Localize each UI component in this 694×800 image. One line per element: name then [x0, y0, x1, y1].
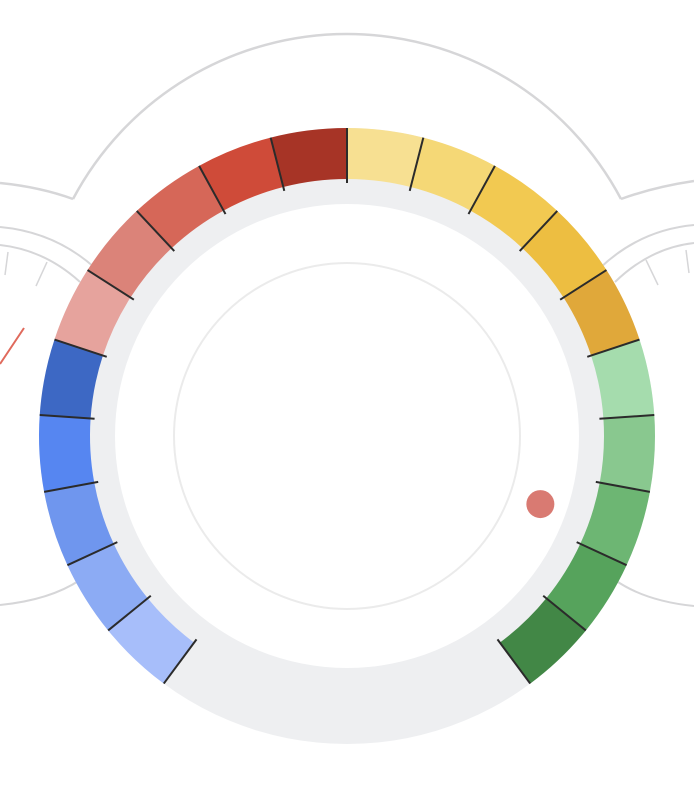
left-gauge-outer-arc [0, 226, 96, 269]
color-scale-segments [38, 128, 655, 684]
right-gauge-tick [685, 249, 690, 274]
scale-segment-yellow[interactable] [410, 137, 495, 211]
segment-divider [576, 541, 628, 567]
segment-divider [599, 414, 655, 420]
housing-left-shoulder [0, 181, 74, 201]
segment-divider [595, 480, 651, 493]
dial-indicator-dot[interactable] [526, 490, 555, 519]
scale-segment-yellow[interactable] [522, 210, 607, 298]
scale-segment-yellow[interactable] [563, 270, 640, 356]
segment-divider [198, 165, 227, 215]
segment-divider [86, 269, 135, 301]
dial-housing-outline [0, 32, 694, 201]
left-gauge-bottom-arc [0, 579, 81, 606]
right-gauge-outer-arc [599, 224, 694, 269]
segment-divider [586, 338, 640, 358]
segment-divider [496, 638, 532, 685]
right-side-gauge [599, 224, 694, 607]
dial-inner-ring [173, 262, 521, 610]
right-gauge-bottom-arc [614, 579, 694, 607]
scale-segment-red[interactable] [270, 128, 347, 188]
scale-segment-green[interactable] [591, 339, 655, 419]
segment-divider [107, 594, 152, 632]
segment-divider [269, 137, 286, 192]
segment-divider [66, 541, 118, 567]
left-side-gauge [0, 226, 96, 606]
segment-divider [43, 480, 99, 493]
housing-arc [71, 32, 623, 200]
scale-segment-blue[interactable] [108, 598, 195, 684]
dial-face [115, 204, 579, 668]
right-gauge-inner-arc [614, 242, 694, 283]
scale-segment-red[interactable] [199, 137, 284, 211]
right-gauge-tick [645, 259, 659, 286]
scale-segment-green[interactable] [499, 598, 586, 684]
segment-divider [518, 210, 558, 252]
scale-segment-blue[interactable] [39, 339, 103, 419]
scale-segment-green[interactable] [599, 415, 655, 492]
left-gauge-needle [0, 327, 25, 365]
scale-segment-green[interactable] [546, 543, 627, 631]
left-gauge-inner-arc [0, 244, 81, 283]
segment-divider [54, 338, 108, 358]
segment-divider [559, 269, 608, 301]
scale-segment-red[interactable] [136, 165, 224, 249]
left-gauge-tick [4, 251, 9, 276]
segment-divider [136, 210, 176, 252]
scale-segment-yellow[interactable] [347, 128, 424, 188]
scale-segment-red[interactable] [54, 270, 131, 356]
segment-divider [467, 165, 496, 215]
housing-right-shoulder [620, 179, 694, 201]
segment-dividers [39, 128, 655, 685]
scale-segment-blue[interactable] [38, 415, 95, 492]
scale-segment-yellow[interactable] [470, 165, 558, 249]
left-gauge-tick [35, 261, 48, 287]
segment-divider [542, 594, 587, 632]
segment-divider [162, 638, 198, 685]
scale-segment-blue[interactable] [44, 482, 114, 566]
scale-segment-green[interactable] [580, 482, 650, 566]
scale-segment-red[interactable] [87, 210, 172, 298]
segment-divider [408, 137, 425, 192]
scale-segment-blue[interactable] [67, 543, 148, 631]
segment-divider [39, 414, 95, 420]
